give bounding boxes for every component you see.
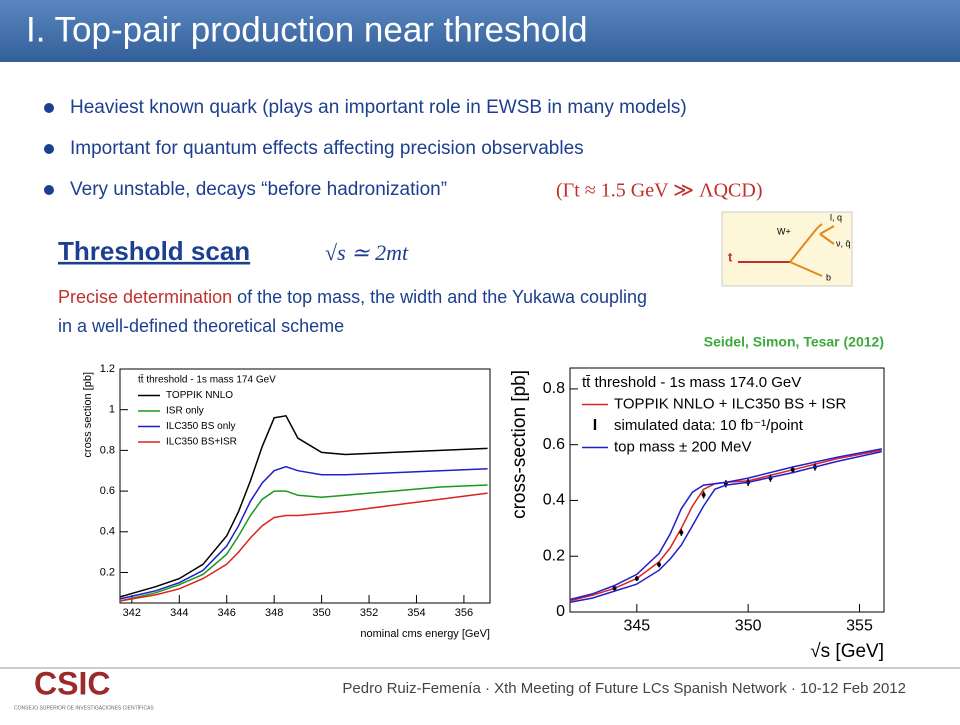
series-line: [119, 465, 488, 600]
bullet-text: Very unstable, decays “before hadronizat…: [70, 179, 447, 200]
bullet-text: Important for quantum effects affecting …: [70, 138, 584, 159]
diagram-label: t: [728, 249, 733, 264]
series-line: [119, 492, 488, 602]
formula: √s ≃ 2mt: [325, 240, 409, 265]
legend-marker: I: [593, 417, 597, 434]
y-axis-label: cross section [pb]: [82, 372, 94, 458]
legend-title: tt̄ threshold - 1s mass 174 GeV: [138, 373, 276, 385]
bullet-text: Heaviest known quark (plays an important…: [70, 97, 687, 118]
y-tick-label: 0.2: [100, 566, 115, 578]
heading: Threshold scan: [58, 236, 250, 266]
y-tick-label: 0.4: [100, 526, 115, 538]
x-axis-label: √s [GeV]: [810, 641, 884, 662]
footer: Pedro Ruiz-Femenía · Xth Meeting of Futu…: [342, 680, 906, 697]
x-tick-label: 354: [407, 607, 425, 619]
y-tick-label: 0.6: [100, 485, 115, 497]
logo-subtitle: CONSEJO SUPERIOR DE INVESTIGACIONES CIEN…: [14, 704, 154, 711]
data-point: [679, 530, 684, 535]
paragraph: Precise determination of the top mass, t…: [58, 287, 647, 307]
y-tick-label: 0.2: [543, 547, 565, 564]
logo: CSIC: [34, 665, 110, 701]
x-tick-label: 352: [360, 607, 378, 619]
diagram-label: ν, q̄: [836, 238, 851, 248]
series-line: [569, 449, 882, 602]
legend-label: TOPPIK NNLO + ILC350 BS + ISR: [614, 395, 846, 412]
legend-label: ILC350 BS+ISR: [166, 437, 237, 448]
series-line: [119, 414, 488, 598]
data-point: [701, 492, 706, 497]
plot-frame: [569, 367, 885, 613]
legend-label: ILC350 BS only: [166, 421, 236, 432]
diagram-label: W+: [777, 226, 791, 236]
x-tick-label: 350: [312, 607, 330, 619]
charts: 342 344 346 348 350 352 354 356 0.2 0.4 0.6 0.8 1 1.2…: [82, 363, 885, 662]
x-tick-label: 344: [170, 607, 188, 619]
citation: Seidel, Simon, Tesar (2012): [704, 334, 884, 350]
x-axis-label: nominal cms energy [GeV]: [360, 628, 490, 640]
x-tick-label: 355: [846, 618, 873, 635]
legend-label: TOPPIK NNLO: [166, 390, 233, 401]
formula: (Γt ≈ 1.5 GeV ≫ ΛQCD): [556, 180, 762, 202]
diagram-label: b: [826, 272, 831, 282]
y-axis-label: cross-section [pb]: [509, 370, 530, 519]
x-tick-label: 346: [218, 607, 236, 619]
paragraph-text: of the top mass, the width and the Yukaw…: [232, 287, 647, 307]
y-tick-label: 1: [109, 404, 115, 416]
legend-label: ISR only: [166, 406, 204, 417]
series-line: [119, 484, 488, 602]
y-tick-label: 0: [556, 603, 565, 620]
y-tick-label: 1.2: [100, 363, 115, 375]
x-tick-label: 348: [265, 607, 283, 619]
data-point: [634, 576, 639, 581]
series-line: [569, 448, 882, 601]
data-point: [612, 586, 617, 591]
legend-title: tt̄ threshold - 1s mass 174.0 GeV: [582, 374, 801, 391]
legend-label: simulated data: 10 fb⁻¹/point: [614, 417, 804, 434]
x-tick-label: 345: [623, 618, 650, 635]
feynman-diagram: t W+ l, q ν, q̄ b: [721, 211, 853, 287]
y-tick-label: 0.8: [543, 380, 565, 397]
y-tick-label: 0.4: [543, 492, 565, 509]
y-tick-label: 0.8: [100, 444, 115, 456]
bullet-dot: [44, 144, 54, 154]
header-bar: [0, 0, 960, 62]
x-tick-label: 342: [123, 607, 141, 619]
diagram-label: l, q: [830, 212, 842, 222]
x-tick-label: 350: [735, 618, 762, 635]
y-tick-label: 0.6: [543, 436, 565, 453]
data-point: [657, 562, 662, 567]
paragraph-text: in a well-defined theoretical scheme: [58, 316, 344, 336]
bullet-dot: [44, 185, 54, 195]
series-line: [569, 450, 882, 603]
x-tick-label: 356: [455, 607, 473, 619]
slide-title: I. Top-pair production near threshold: [26, 10, 588, 49]
data-point: [790, 467, 795, 472]
paragraph-highlight: Precise determination: [58, 287, 232, 307]
legend-label: top mass ± 200 MeV: [614, 438, 751, 455]
bullet-dot: [44, 103, 54, 113]
plot-frame: [119, 368, 491, 604]
